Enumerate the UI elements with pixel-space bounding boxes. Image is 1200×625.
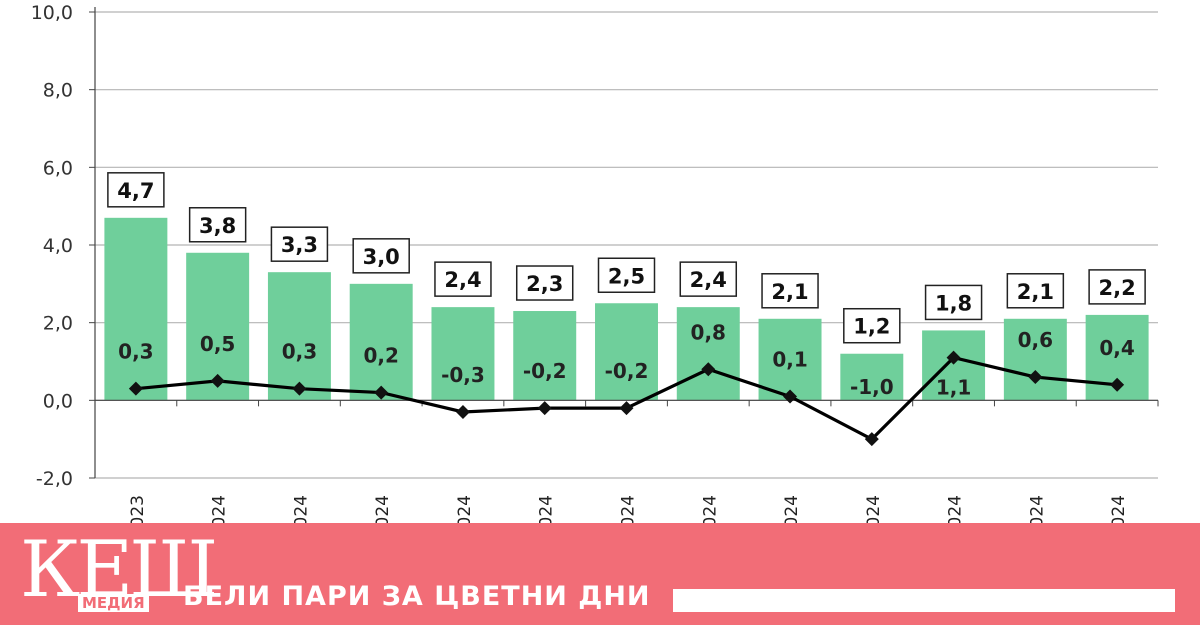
- bar-label: 2,4: [444, 268, 481, 292]
- bar-label-box: [597, 257, 656, 293]
- y-tick-label: 2,0: [43, 313, 73, 335]
- kesh-logo[interactable]: КЕШ МЕДИЯ: [12, 525, 218, 621]
- y-tick-label: 4,0: [43, 235, 73, 257]
- line-label: -1,0: [850, 375, 894, 399]
- bar: [922, 330, 986, 401]
- bar: [1003, 318, 1067, 401]
- logo-subtitle: МЕДИЯ: [78, 594, 149, 612]
- y-tick-label: 10,0: [31, 2, 73, 24]
- bar-label: 1,8: [935, 291, 972, 315]
- bar-label: 3,8: [199, 214, 236, 238]
- line-label: 0,8: [691, 320, 726, 344]
- bar-label: 1,2: [853, 315, 890, 339]
- line-point: [374, 385, 389, 400]
- bar: [104, 217, 168, 401]
- line-label: 1,1: [936, 376, 971, 400]
- site-banner: КЕШ МЕДИЯ БЕЛИ ПАРИ ЗА ЦВЕТНИ ДНИ: [0, 523, 1200, 625]
- bar-label: 3,0: [363, 245, 400, 269]
- line-point: [128, 381, 143, 396]
- line-label: 0,6: [1018, 328, 1053, 352]
- bar-label: 2,3: [526, 272, 563, 296]
- line-point: [783, 389, 798, 404]
- line-point: [864, 432, 879, 447]
- bar-label: 3,3: [281, 233, 318, 257]
- line-label: -0,2: [523, 359, 567, 383]
- y-tick-label: -2,0: [36, 468, 73, 490]
- line-point: [210, 373, 225, 388]
- bar: [840, 353, 904, 401]
- y-tick-label: 8,0: [43, 80, 73, 102]
- bar-label-box: [843, 307, 901, 344]
- bar-label-box: [679, 261, 738, 297]
- line-point: [537, 401, 552, 416]
- bar-label-box: [352, 238, 410, 274]
- line-label: 0,1: [772, 347, 807, 371]
- line-point: [619, 401, 634, 416]
- bar-label-box: [761, 273, 819, 309]
- bar-label: 2,5: [608, 264, 645, 288]
- bar: [431, 307, 495, 401]
- bar: [676, 307, 740, 401]
- line-label: 0,5: [200, 332, 235, 356]
- bar: [758, 318, 822, 401]
- line-point: [1028, 370, 1043, 385]
- bar-label: 2,1: [1017, 280, 1054, 304]
- line-label: -0,3: [441, 363, 485, 387]
- y-tick-label: 6,0: [43, 157, 73, 179]
- bar: [267, 272, 331, 401]
- bar-label-box: [1006, 273, 1065, 309]
- bar-label-box: [107, 172, 165, 208]
- line-point: [455, 404, 470, 419]
- bar-label-box: [270, 226, 329, 262]
- bar-label: 2,2: [1099, 276, 1136, 300]
- line-label: 0,3: [118, 340, 153, 364]
- line-point: [701, 362, 716, 377]
- line-label: 0,2: [363, 344, 398, 368]
- headline[interactable]: БЕЛИ ПАРИ ЗА ЦВЕТНИ ДНИ: [183, 581, 651, 612]
- line-label: -0,2: [605, 359, 649, 383]
- bar-label-box: [924, 284, 983, 321]
- bar-label: 2,4: [690, 268, 727, 292]
- bar-label-box: [1088, 269, 1146, 305]
- line-point: [292, 381, 307, 396]
- headline-decoration: [673, 589, 1175, 612]
- y-tick-label: 0,0: [43, 390, 73, 412]
- line-point: [1110, 377, 1125, 392]
- bar-label: 4,7: [117, 179, 154, 203]
- bar: [349, 283, 413, 401]
- bar-label-box: [434, 261, 492, 297]
- bar: [513, 311, 577, 401]
- line-label: 0,3: [282, 340, 317, 364]
- bar-label-box: [188, 207, 247, 243]
- line-point: [946, 350, 961, 365]
- bar-label-box: [515, 265, 574, 301]
- bar-label: 2,1: [771, 280, 808, 304]
- bar: [595, 303, 658, 401]
- line-label: 0,4: [1099, 336, 1134, 360]
